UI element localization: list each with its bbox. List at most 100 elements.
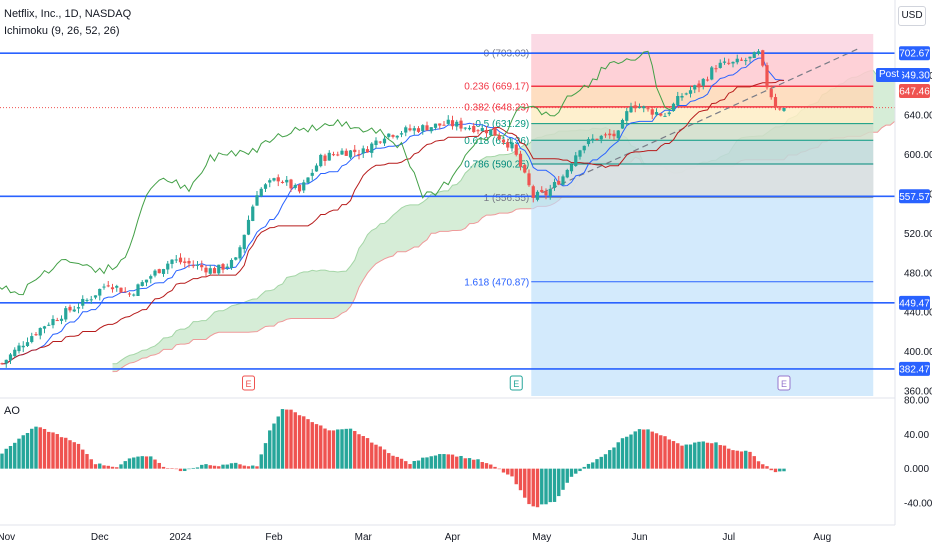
candle-body bbox=[242, 234, 246, 250]
price-tick-label: 440.00 bbox=[904, 308, 932, 319]
ao-bar bbox=[187, 468, 191, 470]
ao-bar bbox=[144, 456, 149, 469]
ao-bar bbox=[327, 430, 331, 469]
candle-body bbox=[331, 154, 336, 156]
ao-bar bbox=[718, 445, 722, 469]
candle-body bbox=[459, 120, 463, 129]
ao-bar bbox=[149, 456, 153, 469]
post-price-tag bbox=[899, 68, 930, 82]
candle-body bbox=[586, 139, 591, 145]
ao-bar bbox=[17, 438, 21, 469]
fib-band bbox=[531, 86, 874, 107]
ao-bar bbox=[314, 424, 319, 469]
ao-bar bbox=[608, 450, 612, 469]
earnings-marker[interactable] bbox=[777, 375, 791, 391]
ao-bar bbox=[493, 466, 497, 469]
earnings-marker[interactable] bbox=[242, 375, 255, 391]
ao-bar bbox=[744, 450, 748, 469]
ao-bar bbox=[540, 468, 544, 505]
candle-body bbox=[21, 345, 25, 348]
level-price-tag bbox=[899, 46, 930, 61]
ao-tick-label: 80.00 bbox=[904, 396, 929, 407]
candle-body bbox=[140, 282, 144, 287]
ao-bar bbox=[680, 445, 684, 469]
ao-bar bbox=[229, 463, 234, 469]
ao-bar bbox=[748, 451, 752, 469]
candle-body bbox=[234, 257, 238, 260]
ao-bar bbox=[591, 462, 595, 469]
candle-body bbox=[769, 89, 773, 98]
ao-bar bbox=[765, 466, 769, 469]
ao-bar bbox=[455, 456, 459, 469]
candle-body bbox=[187, 260, 191, 264]
candle-body bbox=[293, 185, 297, 188]
ao-bar bbox=[259, 454, 263, 469]
ao-bar bbox=[442, 454, 446, 469]
ao-bar bbox=[217, 466, 221, 469]
ao-legend[interactable]: AO bbox=[4, 405, 20, 417]
ao-bar bbox=[246, 466, 251, 469]
time-tick-label: Apr bbox=[445, 532, 461, 543]
candle-body bbox=[344, 150, 348, 156]
ao-bar bbox=[21, 435, 25, 469]
ao-bar bbox=[438, 454, 442, 469]
ao-bar bbox=[735, 450, 739, 469]
earnings-marker[interactable] bbox=[509, 375, 523, 391]
price-tick-label: 480.00 bbox=[904, 268, 932, 279]
ao-bar bbox=[42, 428, 47, 469]
candle-body bbox=[739, 59, 744, 61]
candle-body bbox=[421, 125, 425, 132]
time-tick-label: Dec bbox=[91, 532, 109, 543]
candle-body bbox=[650, 109, 654, 115]
candle-body bbox=[591, 138, 595, 141]
candle-body bbox=[314, 165, 319, 172]
ao-bar bbox=[599, 456, 603, 469]
ao-bar bbox=[642, 429, 646, 469]
candle-body bbox=[506, 142, 510, 148]
candle-body bbox=[612, 133, 616, 137]
ao-bar bbox=[693, 442, 697, 469]
ao-bar bbox=[535, 468, 540, 508]
ao-bar bbox=[263, 443, 268, 469]
candle-body bbox=[204, 267, 208, 273]
earnings-marker-label: E bbox=[781, 379, 787, 389]
ao-bar bbox=[625, 436, 629, 469]
ao-bar bbox=[412, 460, 416, 469]
indicator-legend[interactable]: Ichimoku (9, 26, 52, 26) bbox=[4, 25, 120, 37]
candle-body bbox=[51, 318, 55, 326]
candle-body bbox=[778, 108, 782, 110]
candle-body bbox=[688, 90, 693, 94]
level-price-tag bbox=[899, 295, 930, 310]
currency-button[interactable]: USD bbox=[898, 6, 926, 26]
candle-body bbox=[412, 128, 416, 131]
candle-body bbox=[578, 150, 582, 157]
fib-level-label: 0.5 (631.29) bbox=[475, 119, 529, 130]
candle-body bbox=[756, 51, 761, 54]
candle-body bbox=[667, 112, 671, 115]
candle-body bbox=[81, 298, 85, 306]
candle-body bbox=[714, 68, 718, 70]
ao-bar bbox=[221, 464, 225, 469]
ao-bar bbox=[153, 459, 157, 469]
ao-bar bbox=[200, 464, 204, 469]
candle-body bbox=[552, 182, 557, 188]
candle-body bbox=[455, 121, 459, 127]
ao-bar bbox=[161, 466, 166, 469]
ao-bar bbox=[310, 422, 314, 469]
ao-bar bbox=[361, 436, 365, 469]
ao-bar bbox=[752, 456, 756, 469]
candle-body bbox=[102, 286, 106, 288]
ao-bar bbox=[650, 431, 654, 469]
ao-bar bbox=[582, 466, 586, 469]
ao-bar bbox=[255, 466, 259, 469]
candle-body bbox=[382, 138, 387, 144]
price-tick-label: 360.00 bbox=[904, 387, 932, 398]
ao-bar bbox=[204, 464, 208, 469]
fib-band bbox=[531, 140, 874, 165]
ao-bar bbox=[285, 409, 289, 469]
ao-bar bbox=[433, 455, 438, 469]
ao-bar bbox=[620, 438, 625, 469]
ao-bar bbox=[684, 444, 688, 469]
candle-body bbox=[30, 336, 34, 342]
